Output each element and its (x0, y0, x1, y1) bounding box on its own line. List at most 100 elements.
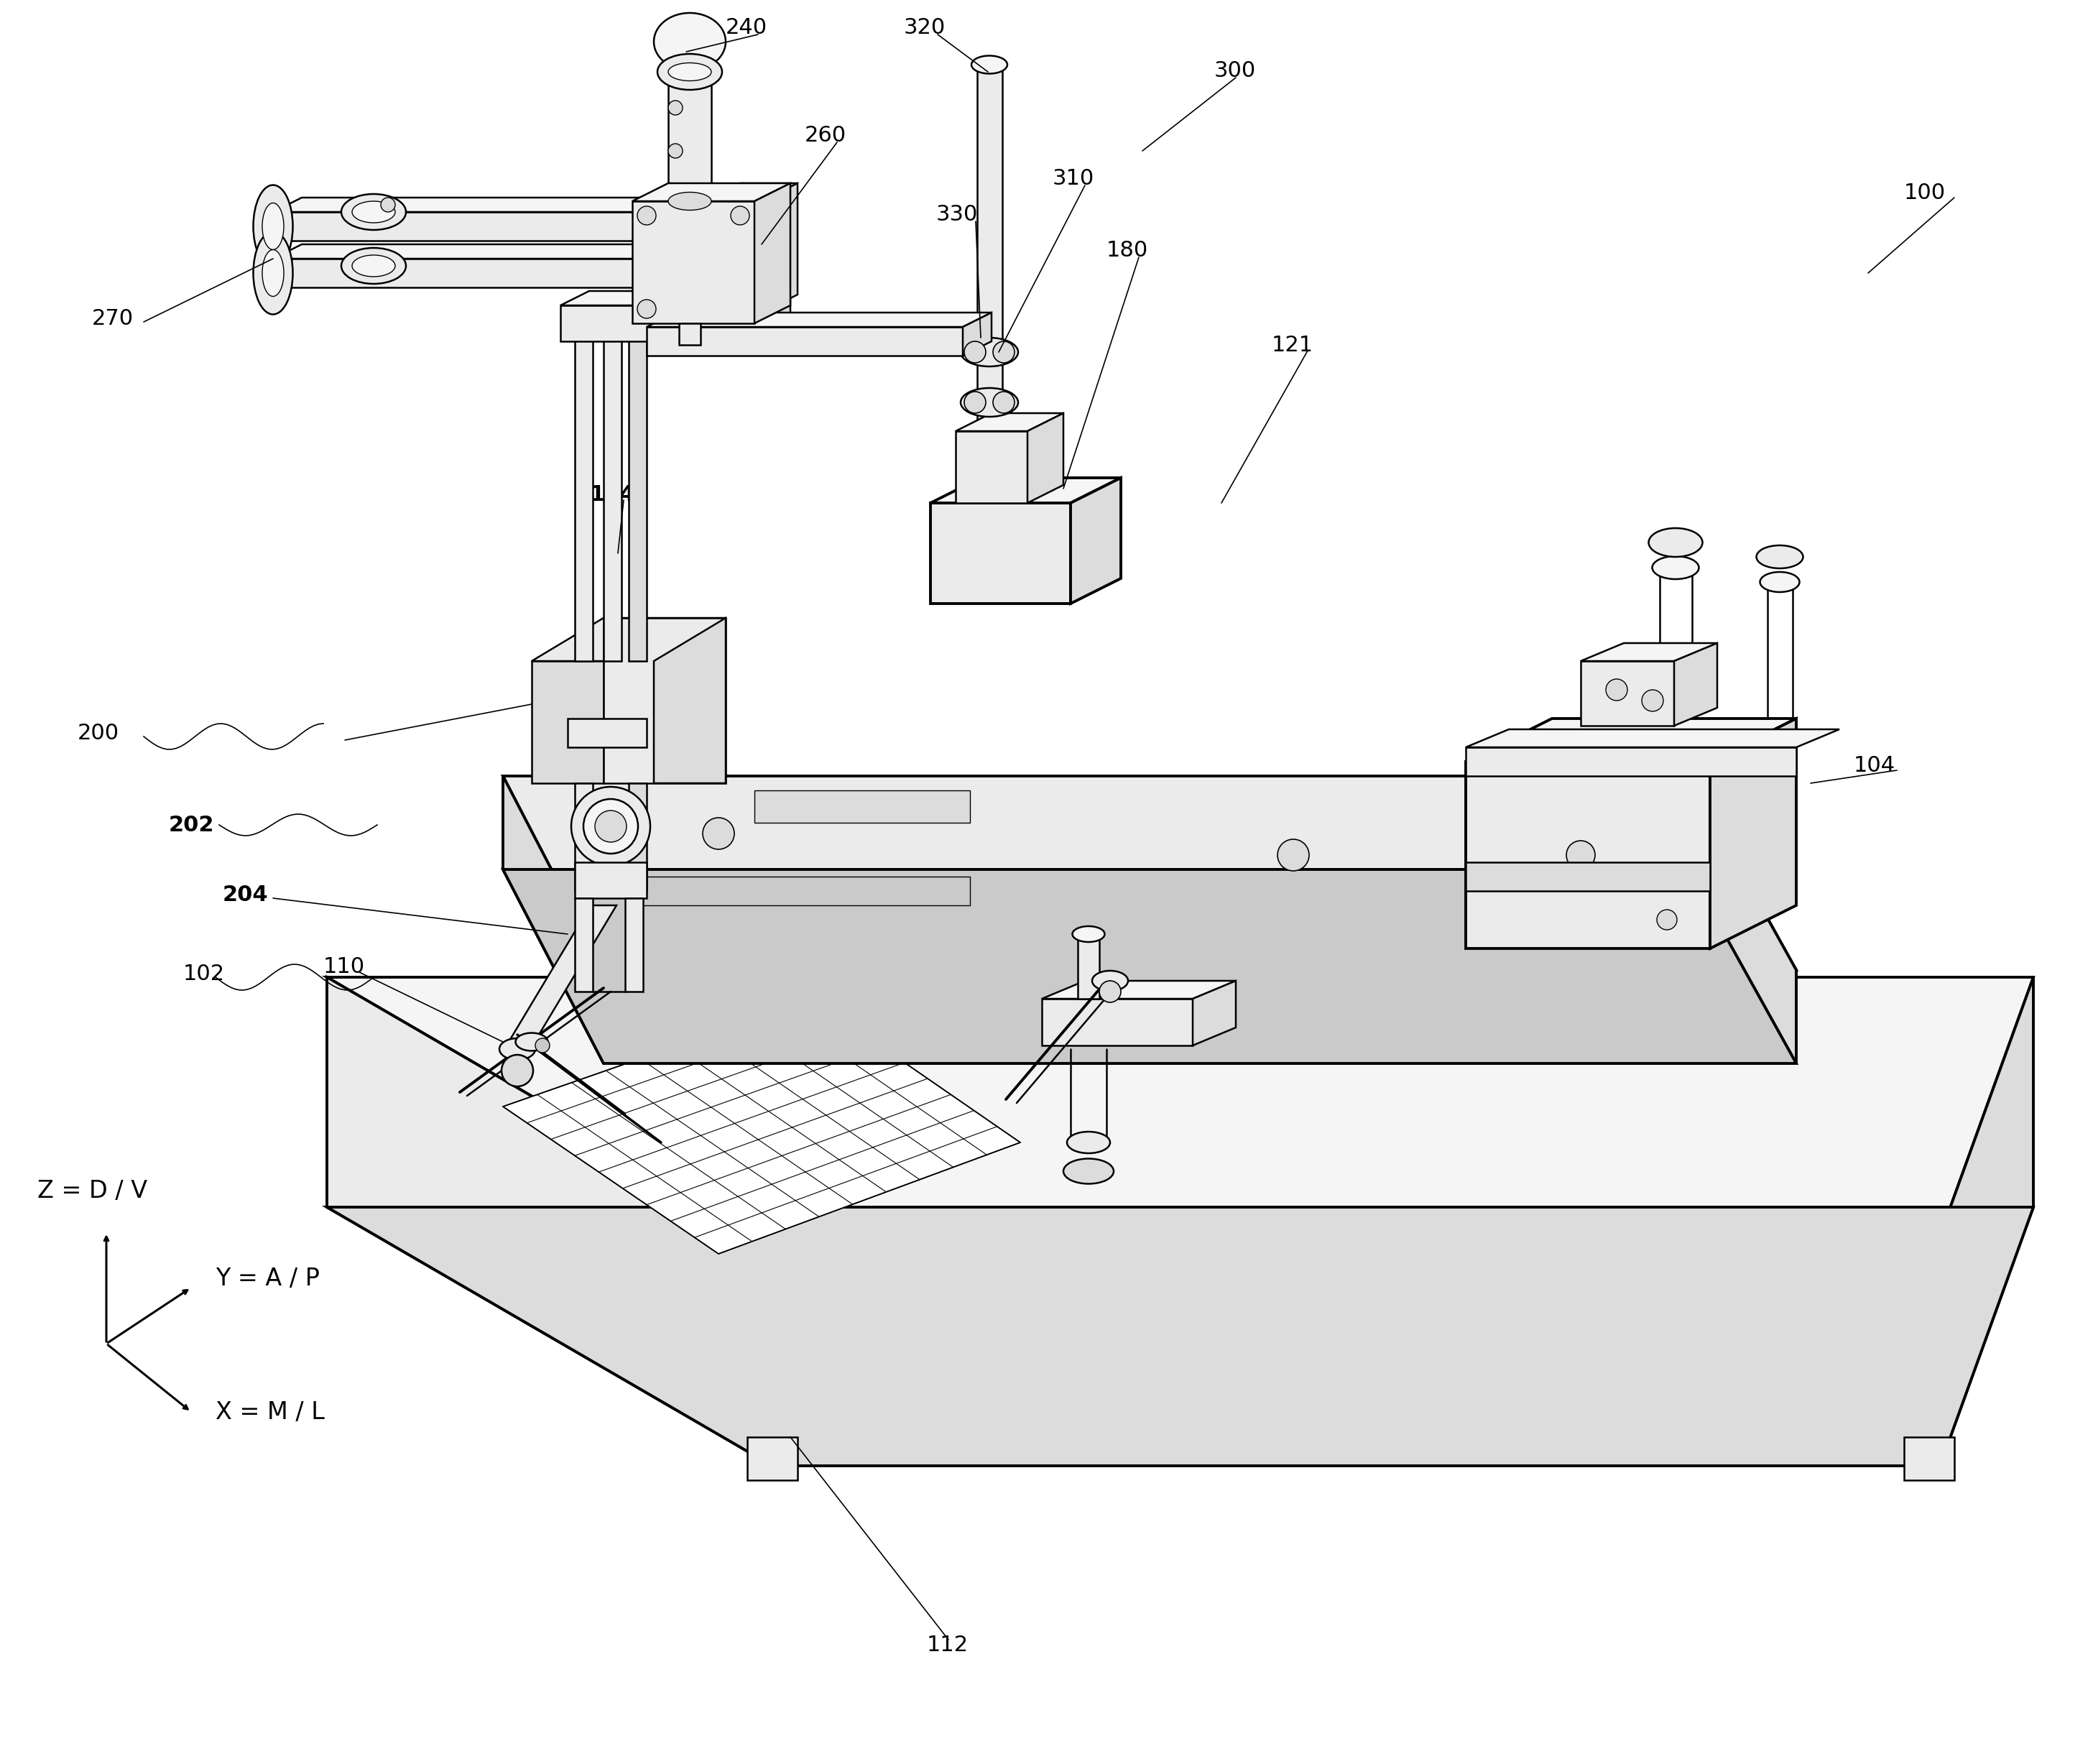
Circle shape (571, 787, 651, 866)
Polygon shape (647, 326, 963, 356)
Polygon shape (1465, 863, 1710, 891)
Polygon shape (632, 877, 969, 905)
Polygon shape (668, 72, 712, 201)
Ellipse shape (253, 185, 293, 268)
Polygon shape (272, 259, 718, 288)
Polygon shape (1078, 935, 1099, 998)
Polygon shape (1580, 644, 1716, 662)
Polygon shape (718, 183, 797, 194)
Polygon shape (647, 312, 992, 326)
Ellipse shape (1649, 527, 1702, 557)
Polygon shape (747, 1438, 797, 1480)
Polygon shape (628, 309, 647, 662)
Polygon shape (603, 309, 622, 662)
Polygon shape (576, 863, 647, 898)
Polygon shape (561, 305, 762, 340)
Text: Z = D / V: Z = D / V (38, 1180, 147, 1203)
Circle shape (1277, 840, 1308, 871)
Polygon shape (567, 718, 647, 748)
Circle shape (668, 101, 682, 115)
Polygon shape (753, 183, 791, 323)
Polygon shape (1028, 413, 1063, 503)
Ellipse shape (961, 337, 1017, 367)
Polygon shape (561, 291, 791, 305)
Text: 121: 121 (1273, 335, 1314, 355)
Ellipse shape (341, 194, 406, 229)
Text: 204: 204 (222, 884, 268, 905)
Polygon shape (777, 183, 797, 305)
Polygon shape (678, 323, 701, 346)
Polygon shape (931, 503, 1072, 603)
Polygon shape (718, 194, 777, 305)
Text: 260: 260 (804, 125, 846, 145)
Polygon shape (977, 65, 1003, 460)
Polygon shape (628, 783, 647, 891)
Ellipse shape (971, 56, 1007, 74)
Circle shape (730, 206, 749, 224)
Circle shape (584, 799, 638, 854)
Text: 104: 104 (1854, 755, 1896, 776)
Polygon shape (963, 312, 992, 356)
Circle shape (992, 340, 1015, 363)
Circle shape (965, 340, 986, 363)
Ellipse shape (1093, 970, 1128, 991)
Polygon shape (272, 198, 747, 212)
Ellipse shape (653, 12, 726, 71)
Circle shape (724, 201, 741, 219)
Circle shape (1658, 910, 1676, 930)
Text: 320: 320 (904, 18, 946, 37)
Ellipse shape (262, 250, 285, 296)
Polygon shape (931, 478, 1122, 503)
Polygon shape (502, 776, 1796, 970)
Polygon shape (762, 291, 791, 340)
Circle shape (381, 198, 396, 212)
Circle shape (1658, 866, 1676, 887)
Polygon shape (576, 783, 592, 891)
Polygon shape (1580, 662, 1674, 725)
Ellipse shape (1072, 926, 1105, 942)
Circle shape (636, 300, 655, 318)
Circle shape (724, 280, 741, 298)
Text: 270: 270 (92, 309, 134, 328)
Circle shape (636, 206, 655, 224)
Polygon shape (603, 617, 726, 783)
Ellipse shape (657, 55, 722, 90)
Ellipse shape (352, 256, 396, 277)
Text: 184: 184 (588, 483, 634, 505)
Ellipse shape (253, 231, 293, 314)
Ellipse shape (668, 64, 712, 81)
Polygon shape (1465, 729, 1840, 748)
Text: X = M / L: X = M / L (216, 1401, 324, 1424)
Text: 310: 310 (1053, 168, 1095, 189)
Polygon shape (632, 201, 753, 323)
Polygon shape (957, 413, 1063, 430)
Text: 112: 112 (927, 1635, 969, 1656)
Ellipse shape (1760, 572, 1800, 593)
Text: 330: 330 (936, 203, 977, 224)
Ellipse shape (1067, 1132, 1109, 1154)
Polygon shape (626, 898, 643, 991)
Polygon shape (502, 998, 1019, 1254)
Polygon shape (1465, 762, 1710, 949)
Text: Y = A / P: Y = A / P (216, 1267, 320, 1291)
Ellipse shape (515, 1034, 548, 1051)
Polygon shape (653, 617, 726, 783)
Polygon shape (502, 776, 603, 1064)
Text: 202: 202 (170, 815, 213, 836)
Polygon shape (327, 977, 772, 1466)
Polygon shape (753, 790, 969, 822)
Ellipse shape (668, 192, 712, 210)
Circle shape (1099, 981, 1122, 1002)
Ellipse shape (262, 203, 285, 250)
Circle shape (536, 1039, 550, 1053)
Circle shape (502, 1055, 534, 1087)
Polygon shape (1689, 776, 1796, 1064)
Ellipse shape (1063, 1159, 1113, 1184)
Polygon shape (1042, 981, 1235, 998)
Polygon shape (1674, 644, 1716, 725)
Polygon shape (327, 977, 2034, 1237)
Text: 102: 102 (184, 963, 224, 984)
Polygon shape (532, 662, 603, 783)
Text: 110: 110 (322, 956, 364, 977)
Polygon shape (632, 183, 791, 201)
